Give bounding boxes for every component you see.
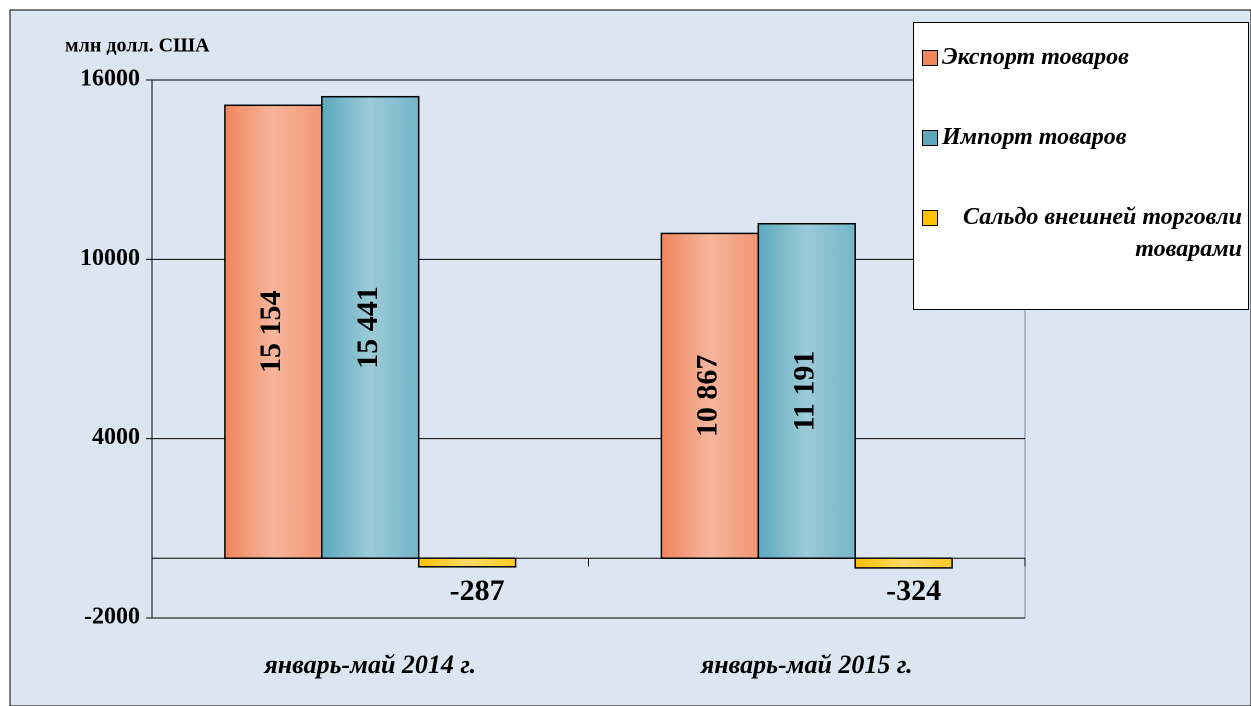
bar (757, 222, 856, 559)
legend-swatch (922, 50, 938, 66)
legend-label: Импорт товаров (942, 124, 1127, 150)
legend: Экспорт товаров Импорт товаров Сальдо внеш… (913, 22, 1249, 310)
data-label: 11 191 (788, 351, 821, 432)
bar (854, 557, 953, 569)
data-label: 15 441 (351, 286, 384, 369)
y-tick-label: 16000 (80, 66, 140, 92)
y-tick-label: -2000 (84, 604, 140, 630)
legend-swatch (922, 130, 938, 146)
bar (660, 232, 760, 559)
x-tick-label: январь-май 2014 г. (263, 650, 476, 679)
axis-unit-label: млн долл. США (65, 35, 210, 57)
legend-label: Сальдо внешней торговли товарами (963, 204, 1242, 262)
y-tick-label: 4000 (92, 424, 140, 450)
bar (224, 104, 323, 559)
legend-item: Экспорт товаров (922, 41, 1242, 73)
data-label: 15 154 (254, 291, 287, 374)
bar (417, 557, 517, 568)
x-tick-label: январь-май 2015 г. (700, 650, 913, 679)
legend-label: Экспорт товаров (942, 44, 1129, 70)
legend-swatch (922, 210, 938, 226)
data-label: 10 867 (691, 355, 724, 438)
bar (321, 95, 420, 559)
data-label: -324 (886, 574, 941, 607)
data-label: -287 (450, 574, 505, 607)
y-tick-label: 10000 (80, 245, 140, 271)
legend-item: Сальдо внешней торговли товарами (922, 201, 1242, 265)
legend-item: Импорт товаров (922, 121, 1242, 153)
